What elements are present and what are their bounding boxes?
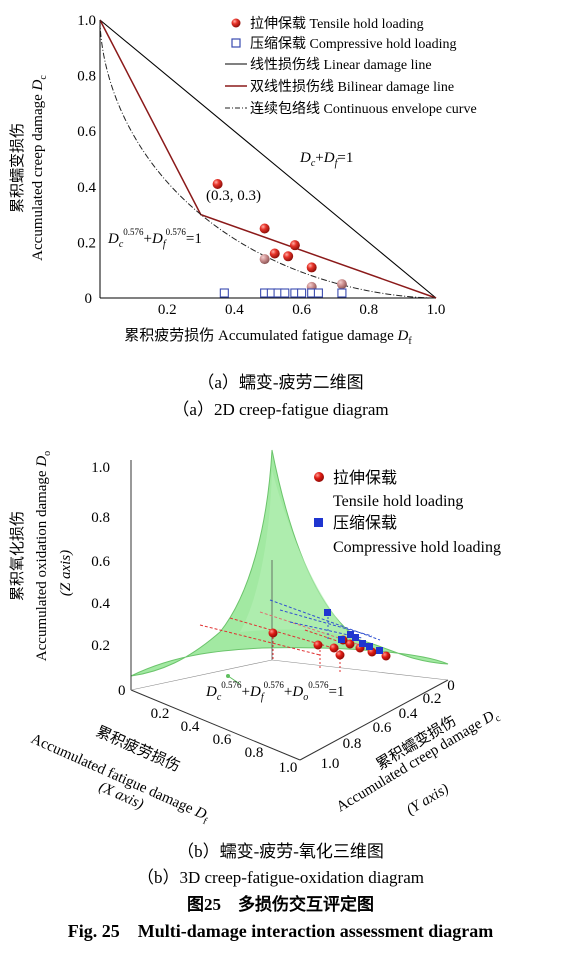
legend-b-tensile-marker [314, 472, 324, 482]
chart-b-z-ticks: 0.2 0.4 0.6 0.8 1.0 [91, 460, 110, 654]
chart-a-legend: 拉伸保载 Tensile hold loading 压缩保载 Compressi… [225, 16, 477, 117]
chart-a-ylabel-zh: 累积蠕变损伤 [9, 123, 26, 213]
caption-a-en: （a）2D creep-fatigue diagram [172, 400, 389, 419]
tensile-point [306, 262, 317, 273]
legend-compressive-label: 压缩保载 Compressive hold loading [250, 36, 457, 52]
chart-a-axes [99, 20, 436, 299]
chart-a-y-tick: 0.6 [77, 124, 96, 140]
tensile-point [283, 251, 294, 262]
chart-a-x-tick: 0.2 [158, 302, 177, 318]
y-axis-line [299, 679, 449, 761]
chart-a-x-tick: 0.8 [359, 302, 378, 318]
chart-b-y-tick: 0.8 [343, 736, 362, 752]
legend-b-compressive-en: Compressive hold loading [333, 539, 501, 556]
surface-eq-pointer-dot [226, 674, 230, 678]
figure-title-zh: 图25 多损伤交互评定图 [187, 895, 374, 914]
chart-b-x-tick: 1.0 [279, 760, 298, 776]
chart-b-z-tick: 0.2 [91, 638, 110, 654]
surface-equation-label: Dc0.576+Df0.576+Do0.576=1 [205, 680, 344, 703]
chart-b-x-tick: 0.2 [151, 706, 170, 722]
chart-a-origin: 0 [85, 291, 93, 307]
chart-b-x-ticks: 0.2 0.4 0.6 0.8 1.0 [151, 706, 298, 776]
compressive-point [280, 288, 290, 298]
knee-point-label: (0.3, 0.3) [206, 188, 261, 204]
tensile-point [336, 279, 347, 290]
chart-a-2d-creep-fatigue: 0.2 0.4 0.6 0.8 1.0 0.2 0.4 0.6 0.8 1.0 0 (0.3, 0.… [9, 13, 477, 347]
chart-b-3d-creep-fatigue-oxidation: Dc0.576+Df0.576+Do0.576=1 0.20.40.60.81.… [9, 449, 503, 827]
chart-b-blue-points [324, 609, 383, 654]
compressive-point [337, 288, 347, 298]
chart-b-z-tick: 0.8 [91, 510, 110, 526]
chart-b-x-tick: 0.8 [245, 745, 264, 761]
tensile-point [259, 254, 270, 265]
tensile-point [259, 223, 270, 234]
legend-b-compressive-zh: 压缩保载 [333, 514, 397, 532]
envelope-equation-label: Dc0.576+Df0.576=1 [107, 227, 202, 250]
compressive-point [313, 288, 323, 298]
legend-b-compressive-marker [314, 518, 323, 527]
chart-b-y-tick: 0.6 [373, 720, 392, 736]
chart-b-legend: 拉伸保载 Tensile hold loading 压缩保载 Compressi… [314, 469, 501, 556]
x-axis-line [130, 689, 301, 761]
base-back-edge-x [130, 659, 273, 691]
caption-b-en: （b）3D creep-fatigue-oxidation diagram [136, 868, 424, 887]
chart-a-x-tick: 1.0 [427, 302, 446, 318]
chart-b-ylabel-axis: (Y axis) [404, 781, 452, 819]
legend-tensile-marker [231, 18, 241, 28]
chart-b-y-tick: 0.2 [423, 691, 442, 707]
linear-equation-label: Dc+Df=1 [299, 150, 353, 169]
linear-damage-line [99, 19, 437, 299]
chart-a-y-tick: 1.0 [77, 13, 96, 29]
chart-b-y-tick: 1.0 [321, 756, 340, 772]
chart-b-x-tick: 0.6 [213, 732, 232, 748]
base-back-edge-y [271, 659, 449, 681]
chart-a-y-tick: 0.8 [77, 69, 96, 85]
legend-linear-label: 线性损伤线 Linear damage line [250, 57, 432, 73]
chart-b-y-ticks: 0 0.2 0.4 0.6 0.81.0 [321, 678, 455, 772]
figure-title-en: Fig. 25 Multi-damage interaction assessm… [67, 921, 494, 941]
chart-a-x-tick: 0.4 [225, 302, 244, 318]
legend-bilinear-label: 双线性损伤线 Bilinear damage line [250, 79, 454, 95]
chart-a-data-points [212, 179, 347, 298]
chart-a-tick-labels: 0.2 0.4 0.6 0.8 1.0 0.2 0.4 0.6 0.8 1.0 0 [77, 13, 445, 318]
chart-b-origin-label: 0 [118, 683, 126, 699]
tensile-point [212, 179, 223, 190]
legend-envelope-label: 连续包络线 Continuous envelope curve [250, 100, 477, 117]
chart-b-x-tick: 0.4 [181, 719, 200, 735]
caption-b-zh: （b）蠕变-疲劳-氧化三维图 [177, 842, 384, 861]
chart-a-x-tick: 0.6 [292, 302, 311, 318]
chart-a-y-tick: 0.4 [77, 180, 96, 196]
legend-compressive-marker [231, 38, 241, 48]
legend-b-tensile-en: Tensile hold loading [333, 493, 463, 510]
chart-a-xlabel: 累积疲劳损伤 Accumulated fatigue damage Df [124, 327, 412, 347]
chart-b-y-tick: 0.4 [399, 706, 418, 722]
surface-eq-pointer [227, 675, 241, 685]
tensile-point [269, 248, 280, 259]
chart-b-zlabel-en: Accumulated oxidation damage Do [34, 451, 53, 661]
chart-b-zlabel-zh: 累积氧化损伤 [9, 511, 26, 601]
legend-tensile-label: 拉伸保载 Tensile hold loading [250, 16, 424, 32]
compressive-point [297, 288, 307, 298]
chart-b-y-tick: 0 [447, 678, 455, 694]
chart-b-zlabel-axis: (Z axis) [58, 550, 74, 596]
chart-b-z-tick: 1.0 [91, 460, 110, 476]
caption-a-zh: （a）蠕变-疲劳二维图 [197, 373, 364, 392]
chart-a-y-tick: 0.2 [77, 235, 96, 251]
chart-b-z-tick: 0.6 [91, 554, 110, 570]
compressive-point [219, 288, 229, 298]
surface-inner-shade [240, 470, 352, 638]
chart-b-z-tick: 0.4 [91, 596, 110, 612]
legend-b-tensile-zh: 拉伸保载 [333, 469, 397, 487]
chart-a-ylabel-en: Accumulated creep damage Dc [30, 75, 49, 261]
tensile-point [289, 240, 300, 251]
